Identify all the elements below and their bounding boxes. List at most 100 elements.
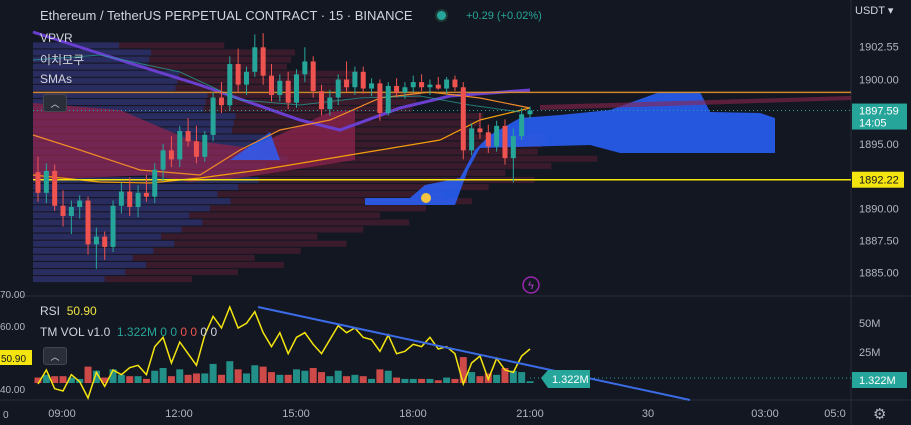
candle-body	[252, 47, 258, 72]
candle-body	[277, 80, 283, 95]
price-tick-label: 1887.50	[859, 235, 899, 247]
volume-bar	[401, 378, 409, 383]
volume-bar	[42, 374, 50, 383]
volume-bar	[126, 376, 134, 383]
countdown-label: 14:05	[859, 118, 887, 130]
candle-body	[510, 136, 516, 159]
vpvr-bar	[33, 191, 218, 198]
vpvr-bar	[33, 191, 443, 198]
rsi-tick-label: 60.00	[0, 322, 25, 333]
price-tick-label: 1895.00	[859, 139, 899, 151]
vpvr-bar	[33, 276, 105, 283]
candle-body	[243, 71, 249, 85]
candle-body	[210, 97, 216, 135]
candles	[35, 33, 533, 269]
candle-body	[335, 79, 341, 98]
volume-current-label: 1.322M	[859, 375, 896, 387]
vpvr-bar	[33, 254, 255, 261]
rsi-tick-label: 40.00	[0, 385, 25, 396]
volume-bar	[117, 374, 125, 383]
rsi-tick-label: 0	[3, 410, 9, 421]
collapse-pane-button[interactable]: ︿	[43, 347, 67, 365]
rsi-line	[37, 304, 531, 400]
candle-body	[60, 205, 66, 217]
candle-body	[327, 97, 333, 110]
candle-body	[394, 85, 400, 93]
volume-bar	[459, 357, 467, 383]
vpvr-bar	[33, 219, 203, 226]
vol-value: 1.322M	[116, 325, 157, 339]
volume-bar	[59, 376, 67, 383]
vpvr-bar	[33, 254, 133, 261]
market-status-icon	[437, 11, 446, 20]
vpvr-bar	[33, 205, 426, 212]
vpvr-bar	[33, 99, 417, 106]
vpvr-bar	[33, 113, 484, 120]
candle-body	[427, 84, 433, 88]
volume-bar	[368, 378, 376, 383]
rsi-value: 50.90	[66, 304, 97, 318]
volume-bar	[418, 378, 426, 383]
vpvr-bar	[33, 240, 347, 247]
candle-body	[519, 114, 525, 137]
volume-bar	[84, 366, 92, 383]
sma-line	[32, 54, 521, 113]
symbol-title[interactable]: Ethereum / TetherUS PERPETUAL CONTRACT ·…	[40, 8, 413, 23]
volume-bar	[284, 374, 292, 383]
volume-bar	[201, 373, 209, 383]
trend-line	[257, 306, 691, 401]
time-tick-label: 03:00	[751, 408, 779, 420]
volume-bar	[334, 370, 342, 383]
vpvr-bar	[33, 49, 296, 56]
rsi-tick-label: 70.00	[0, 290, 25, 301]
candle-body	[218, 97, 224, 106]
currency-selector[interactable]: USDT ▾	[855, 4, 893, 17]
hline-price-tag	[852, 171, 904, 188]
collapse-legend-button[interactable]: ︿	[43, 94, 67, 112]
vpvr-bar	[33, 269, 126, 276]
vol-value: 0	[170, 325, 178, 339]
price-tick-label: 1890.00	[859, 203, 899, 215]
vpvr-bar	[33, 70, 358, 77]
candle-body	[452, 79, 458, 88]
vpvr-bar	[33, 269, 238, 276]
candle-body	[460, 87, 466, 151]
vpvr-bar	[33, 184, 239, 191]
candle-body	[52, 170, 58, 206]
candle-body	[435, 84, 441, 89]
candle-body	[310, 61, 316, 92]
volume-bars	[34, 357, 534, 383]
legend-vpvr[interactable]: VPVR	[40, 31, 73, 45]
volume-tick-label: 25M	[859, 347, 880, 359]
vpvr-bar	[33, 99, 206, 106]
candle-body	[143, 192, 149, 197]
candle-body	[85, 200, 91, 245]
volume-bar	[251, 365, 259, 383]
candle-body	[35, 172, 41, 193]
volume-bar	[359, 376, 367, 383]
vpvr-bar	[33, 106, 204, 113]
settings-gear-icon[interactable]: ⚙	[873, 406, 887, 423]
legend-tm-vol[interactable]: TM VOL v1.0 1.322M 0 0 0 0 0 0	[40, 325, 217, 339]
volume-bar	[101, 377, 109, 383]
legend-ichimoku[interactable]: 이치모쿠	[40, 53, 85, 67]
candle-body	[177, 131, 183, 160]
volume-bar	[167, 376, 175, 383]
legend-rsi[interactable]: RSI 50.90	[40, 304, 97, 318]
volume-bar	[309, 368, 317, 383]
candle-body	[494, 125, 500, 147]
legend-smas[interactable]: SMAs	[40, 72, 73, 86]
vpvr-bar	[33, 91, 208, 98]
volume-bar	[226, 361, 234, 383]
vpvr-bar	[33, 226, 182, 233]
candle-body	[302, 61, 308, 75]
volume-bar	[109, 369, 117, 383]
candle-body	[402, 87, 408, 93]
candle-body	[152, 169, 158, 197]
volume-bar	[34, 377, 42, 383]
volume-bar	[393, 377, 401, 383]
volume-bar	[509, 370, 517, 383]
candle-body	[77, 200, 83, 208]
candle-body	[419, 82, 425, 88]
